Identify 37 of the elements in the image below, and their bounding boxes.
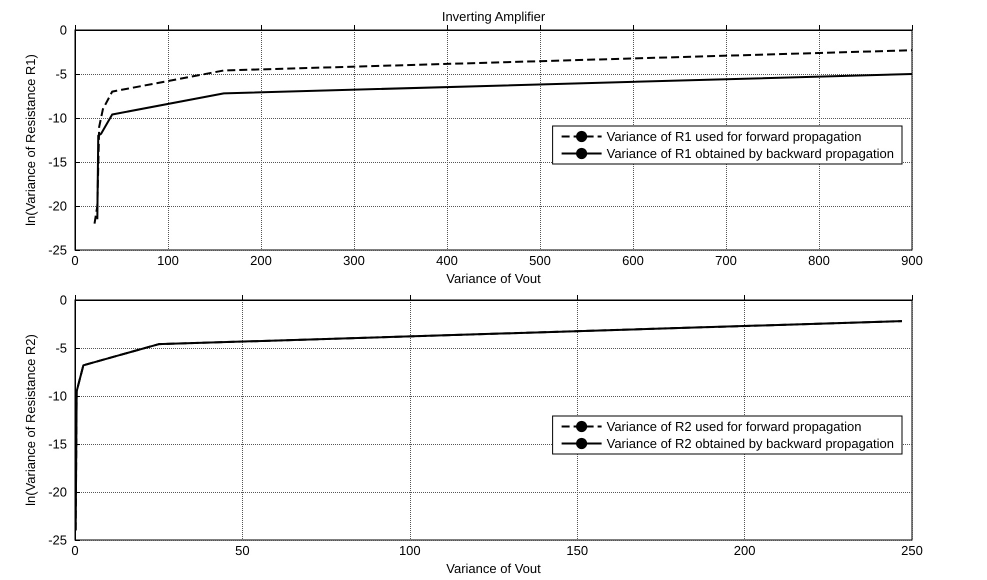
legend-label: Variance of R1 used for forward propagation [606, 129, 862, 144]
y-tick-label: -5 [55, 340, 67, 356]
x-axis-title: Variance of Vout [446, 270, 542, 286]
legend-label: Variance of R2 used for forward propagation [606, 419, 862, 434]
x-tick-label: 800 [808, 253, 830, 268]
x-tick-label: 250 [901, 543, 923, 558]
y-tick-label: -10 [48, 388, 67, 404]
x-tick-label: 0 [71, 543, 79, 558]
y-tick-label: -25 [48, 532, 67, 548]
x-tick-label: 900 [901, 253, 923, 268]
chart-title: Inverting Amplifier [442, 9, 546, 24]
y-tick-label: 0 [60, 292, 67, 308]
y-tick-label: -5 [55, 66, 67, 82]
y-tick-label: -25 [48, 242, 67, 258]
y-tick-label: -20 [48, 484, 67, 500]
y-tick-label: -15 [48, 154, 67, 170]
y-tick-label: -10 [48, 110, 67, 126]
x-tick-label: 200 [250, 253, 272, 268]
x-tick-label: 100 [398, 543, 421, 558]
y-tick-label: 0 [60, 22, 67, 38]
x-tick-label: 0 [71, 253, 79, 268]
legend-label: Variance of R2 obtained by backward propagation [606, 436, 894, 451]
legend-label: Variance of R1 obtained by backward propagation [606, 146, 894, 161]
x-tick-label: 50 [235, 543, 250, 558]
x-tick-label: 500 [529, 253, 551, 268]
y-axis-title: ln(Variance of Resistance R1) [23, 54, 38, 226]
x-tick-label: 150 [566, 543, 588, 558]
x-tick-label: 700 [715, 253, 737, 268]
y-axis-title: ln(Variance of Resistance R2) [23, 334, 38, 506]
x-tick-label: 100 [157, 253, 179, 268]
x-tick-label: 300 [343, 253, 365, 268]
x-axis-title: Variance of Vout [446, 560, 542, 576]
x-tick-label: 600 [622, 253, 644, 268]
y-tick-label: -20 [48, 198, 67, 214]
x-tick-label: 400 [436, 253, 458, 268]
x-tick-label: 200 [734, 543, 756, 558]
y-tick-label: -15 [48, 436, 67, 452]
